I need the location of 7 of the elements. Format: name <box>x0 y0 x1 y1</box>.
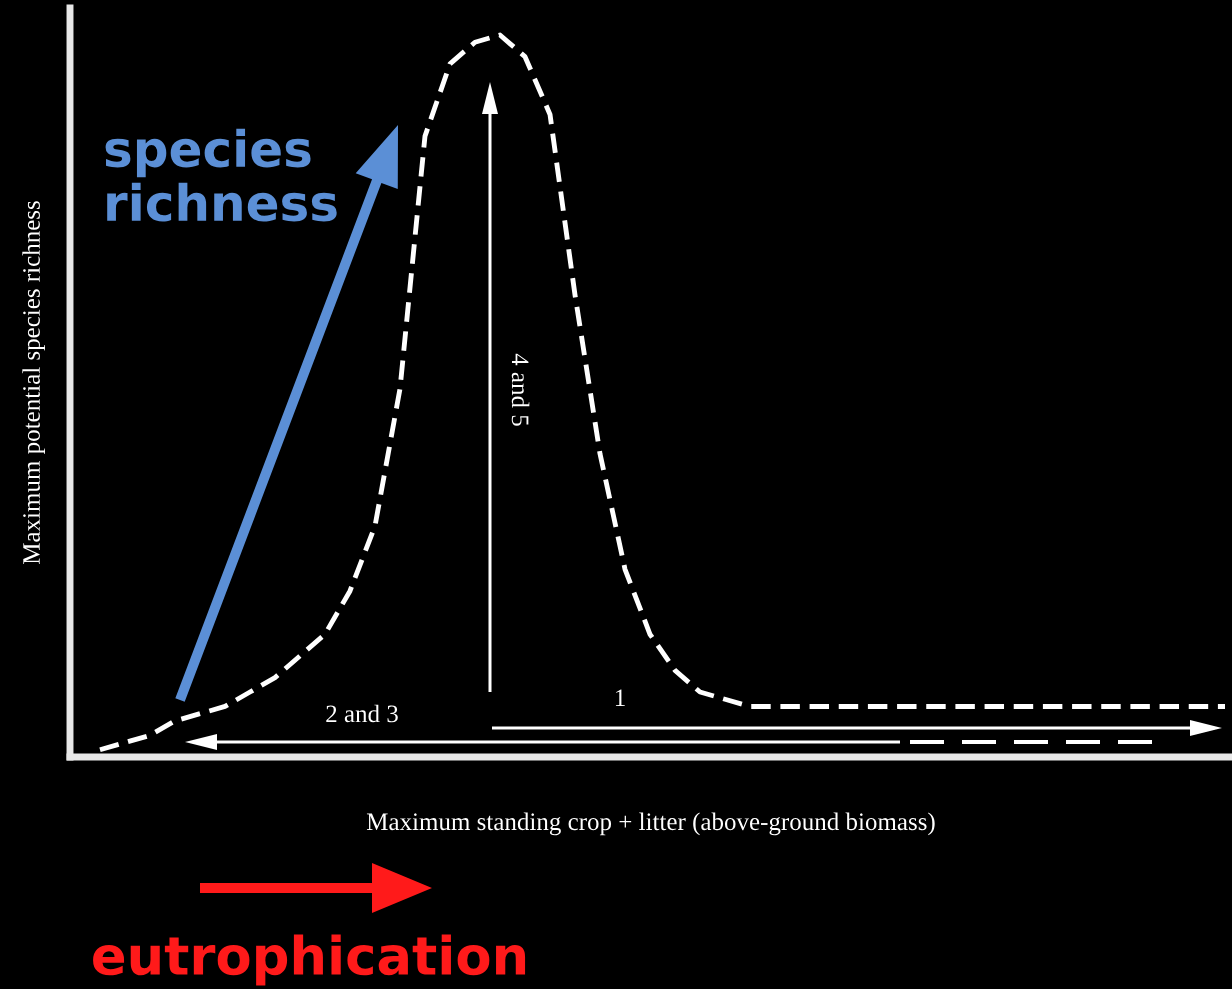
annotation: 1 <box>615 689 625 707</box>
annotation: species richness <box>105 128 337 222</box>
y-axis-title: Maximum potential species richness <box>22 201 45 565</box>
annotation: 4 and 5 <box>511 353 530 426</box>
annotation: 2 and 3 <box>326 704 398 723</box>
x-axis-title: Maximum standing crop + litter (above-ground biomass) <box>366 812 935 836</box>
text: eutrophication <box>93 934 526 986</box>
